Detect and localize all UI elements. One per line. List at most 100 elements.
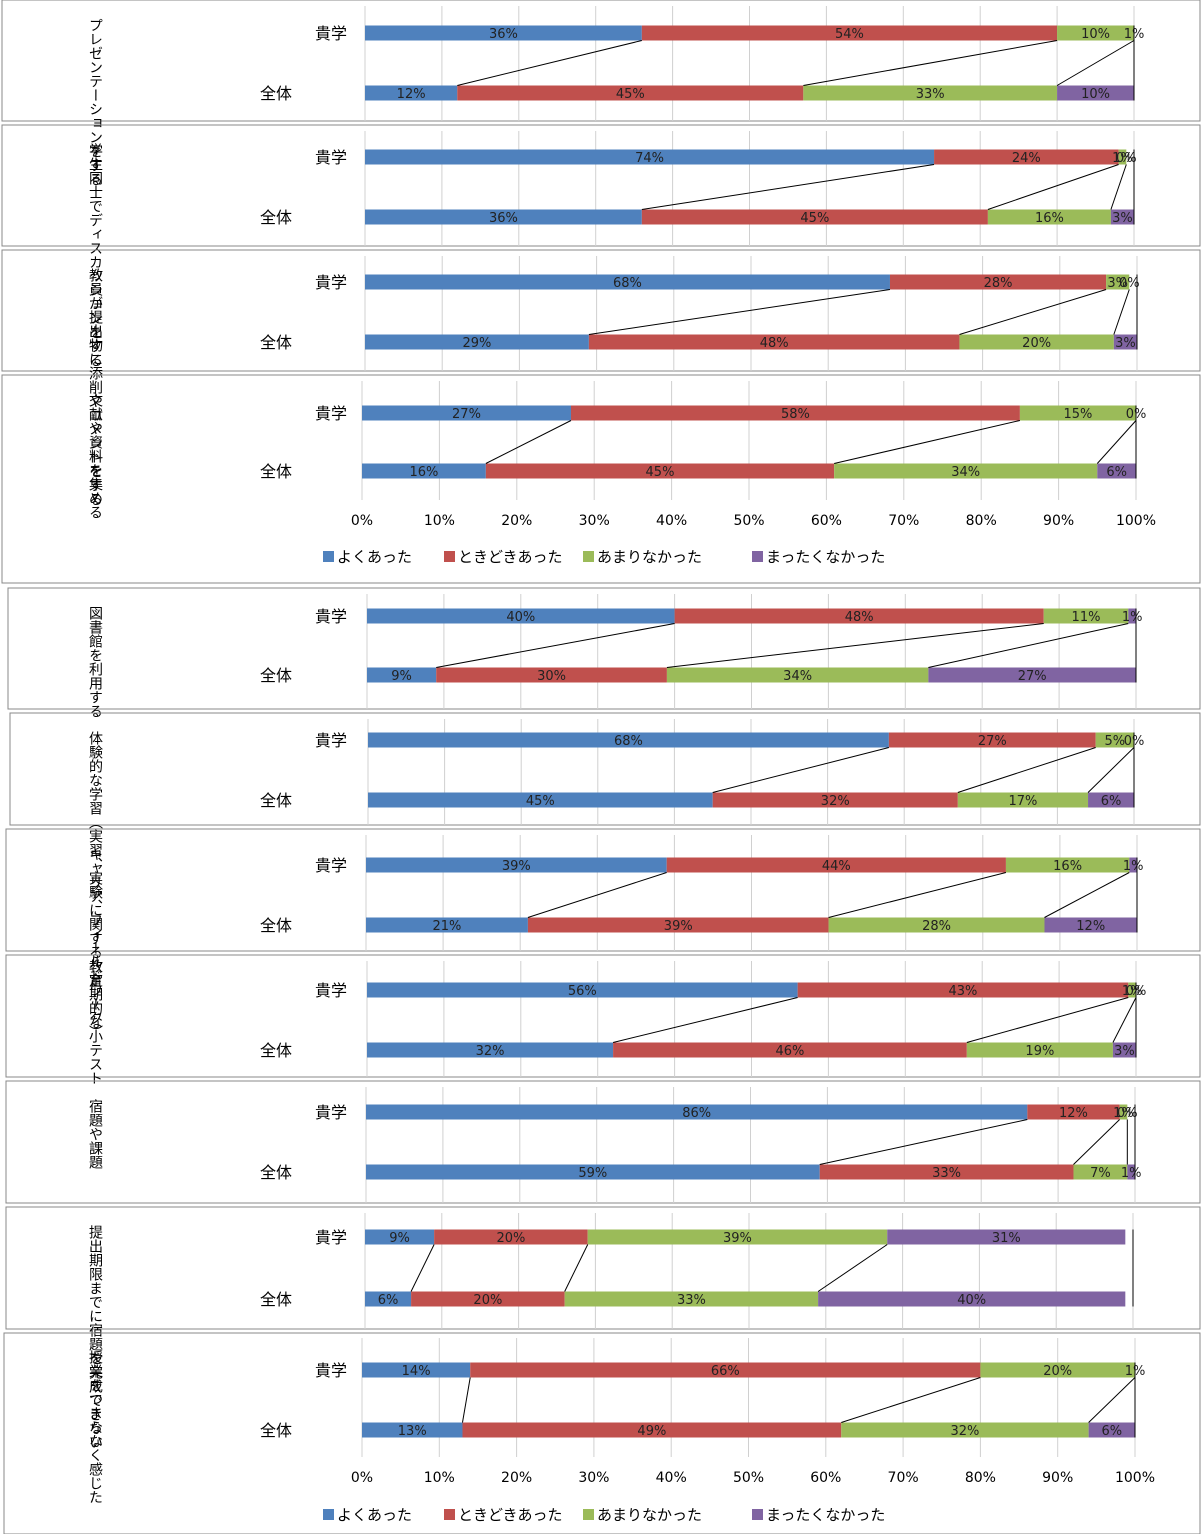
data-label: 48% [845, 610, 874, 625]
row-label: 全体 [260, 1290, 292, 1309]
legend-swatch [444, 1509, 455, 1520]
bar-segment [641, 25, 1058, 41]
x-tick-label: 70% [888, 513, 919, 529]
x-tick-label: 0% [351, 513, 373, 529]
row-label: 貴学 [315, 1103, 347, 1122]
data-label: 14% [402, 1364, 431, 1379]
connector-line [588, 289, 891, 335]
connector-line [803, 40, 1058, 86]
data-label: 1% [1123, 859, 1144, 874]
panel-frame [5, 1080, 1201, 1204]
bar-segment [928, 667, 1136, 683]
data-label: 1% [1122, 610, 1143, 625]
x-tick-label: 30% [578, 1470, 609, 1486]
legend-swatch [583, 1509, 594, 1520]
legend-item: あまりなかった [597, 1506, 702, 1524]
data-label: 74% [635, 151, 664, 166]
data-label: 28% [984, 276, 1013, 291]
data-label: 16% [1053, 859, 1082, 874]
bar-segment [1128, 982, 1136, 998]
category-label: 授業をつまらなく感じた [87, 1350, 103, 1504]
category-label: 教員が提出物に添削やコメントをする [87, 268, 103, 506]
x-tick-label: 40% [656, 1470, 687, 1486]
panel-6: キャリアに関する教育 貴学 39% 44% 16% 1% 全体 21% 39% 28% 12% [5, 828, 1201, 987]
x-tick-label: 30% [579, 513, 610, 529]
data-label: 58% [781, 407, 810, 422]
data-label: 17% [1008, 794, 1037, 809]
connector-line [1073, 1119, 1120, 1165]
panel-0: プレゼンテーションをする 貴学 36% 54% 10% 1%全体 12% 45% 33% 10% [1, 0, 1201, 186]
panel-frame [3, 1332, 1201, 1534]
connector-line [1110, 164, 1127, 210]
connector-line [612, 997, 798, 1043]
data-label: 45% [616, 87, 645, 102]
row-label: 全体 [260, 1041, 292, 1060]
panel-5: 体験的な学習（実習、実験、フィールドワーク） 貴学 68% 27% 5%0%全体 45% 3… [9, 712, 1201, 1039]
bar-segment [889, 274, 1107, 290]
data-label: 45% [646, 465, 675, 480]
bar-segment [368, 792, 713, 808]
data-label: 39% [502, 859, 531, 874]
row-label: 全体 [260, 84, 292, 103]
data-label: 10% [1081, 27, 1110, 42]
bar-segment [367, 982, 798, 998]
x-tick-label: 50% [733, 513, 764, 529]
bar-segment [1057, 25, 1134, 41]
bar-segment [367, 608, 675, 624]
x-tick-label: 60% [810, 1470, 841, 1486]
data-label: 3% [1115, 336, 1136, 351]
data-label: 34% [783, 669, 812, 684]
data-label: 3% [1114, 1044, 1135, 1059]
data-label: 12% [1059, 1106, 1088, 1121]
connector-line [928, 623, 1129, 668]
legend-swatch [323, 551, 334, 562]
connector-line [1112, 997, 1137, 1043]
connector-line [1088, 1377, 1136, 1423]
data-label: 1% [1113, 1106, 1134, 1121]
connector-line [712, 747, 890, 793]
data-label: 40% [957, 1293, 986, 1308]
panel-frame [1, 249, 1201, 372]
bar-segment [457, 85, 804, 101]
panel-frame [1, 124, 1201, 247]
connector-line [666, 623, 1044, 668]
data-label: 68% [613, 276, 642, 291]
bar-segment [1118, 149, 1127, 165]
category-label: 定期的な小テスト [87, 973, 103, 1085]
data-label: 28% [922, 919, 951, 934]
row-label: 貴学 [315, 273, 347, 292]
row-label: 全体 [260, 791, 292, 810]
data-label: 16% [1035, 211, 1064, 226]
bar-segment [587, 1229, 888, 1245]
x-tick-label: 70% [888, 1470, 919, 1486]
connector-line [987, 164, 1119, 210]
bar-segment [366, 917, 528, 933]
row-label: 貴学 [315, 981, 347, 1000]
bar-segment [411, 1291, 565, 1307]
data-label: 0% [1117, 1106, 1138, 1121]
x-tick-label: 80% [965, 1470, 996, 1486]
data-label: 31% [992, 1231, 1021, 1246]
panel-frame [9, 712, 1201, 826]
connector-line [485, 420, 572, 464]
data-label: 19% [1025, 1044, 1054, 1059]
bar-segment [564, 1291, 819, 1307]
data-label: 6% [1101, 1424, 1122, 1439]
category-label: 体験的な学習（実習、実験、フィールドワーク） [87, 731, 103, 1039]
data-label: 36% [489, 27, 518, 42]
data-label: 32% [476, 1044, 505, 1059]
panel-1: 学生同士でディスカッションをする 貴学 74% 24% 1%0%全体 36% 45% 16% 3… [1, 124, 1201, 367]
panel-frame [1, 0, 1201, 122]
bar-segment [1044, 917, 1137, 933]
data-label: 3% [1107, 276, 1128, 291]
connector-line [1087, 747, 1135, 793]
bar-segment [1043, 608, 1129, 624]
bar-segment [888, 732, 1096, 748]
data-label: 33% [677, 1293, 706, 1308]
bar-segment [797, 982, 1129, 998]
legend-swatch [752, 551, 763, 562]
data-label: 11% [1072, 610, 1101, 625]
category-label: 文献や資料を集める [87, 393, 103, 519]
legend-swatch [444, 551, 455, 562]
